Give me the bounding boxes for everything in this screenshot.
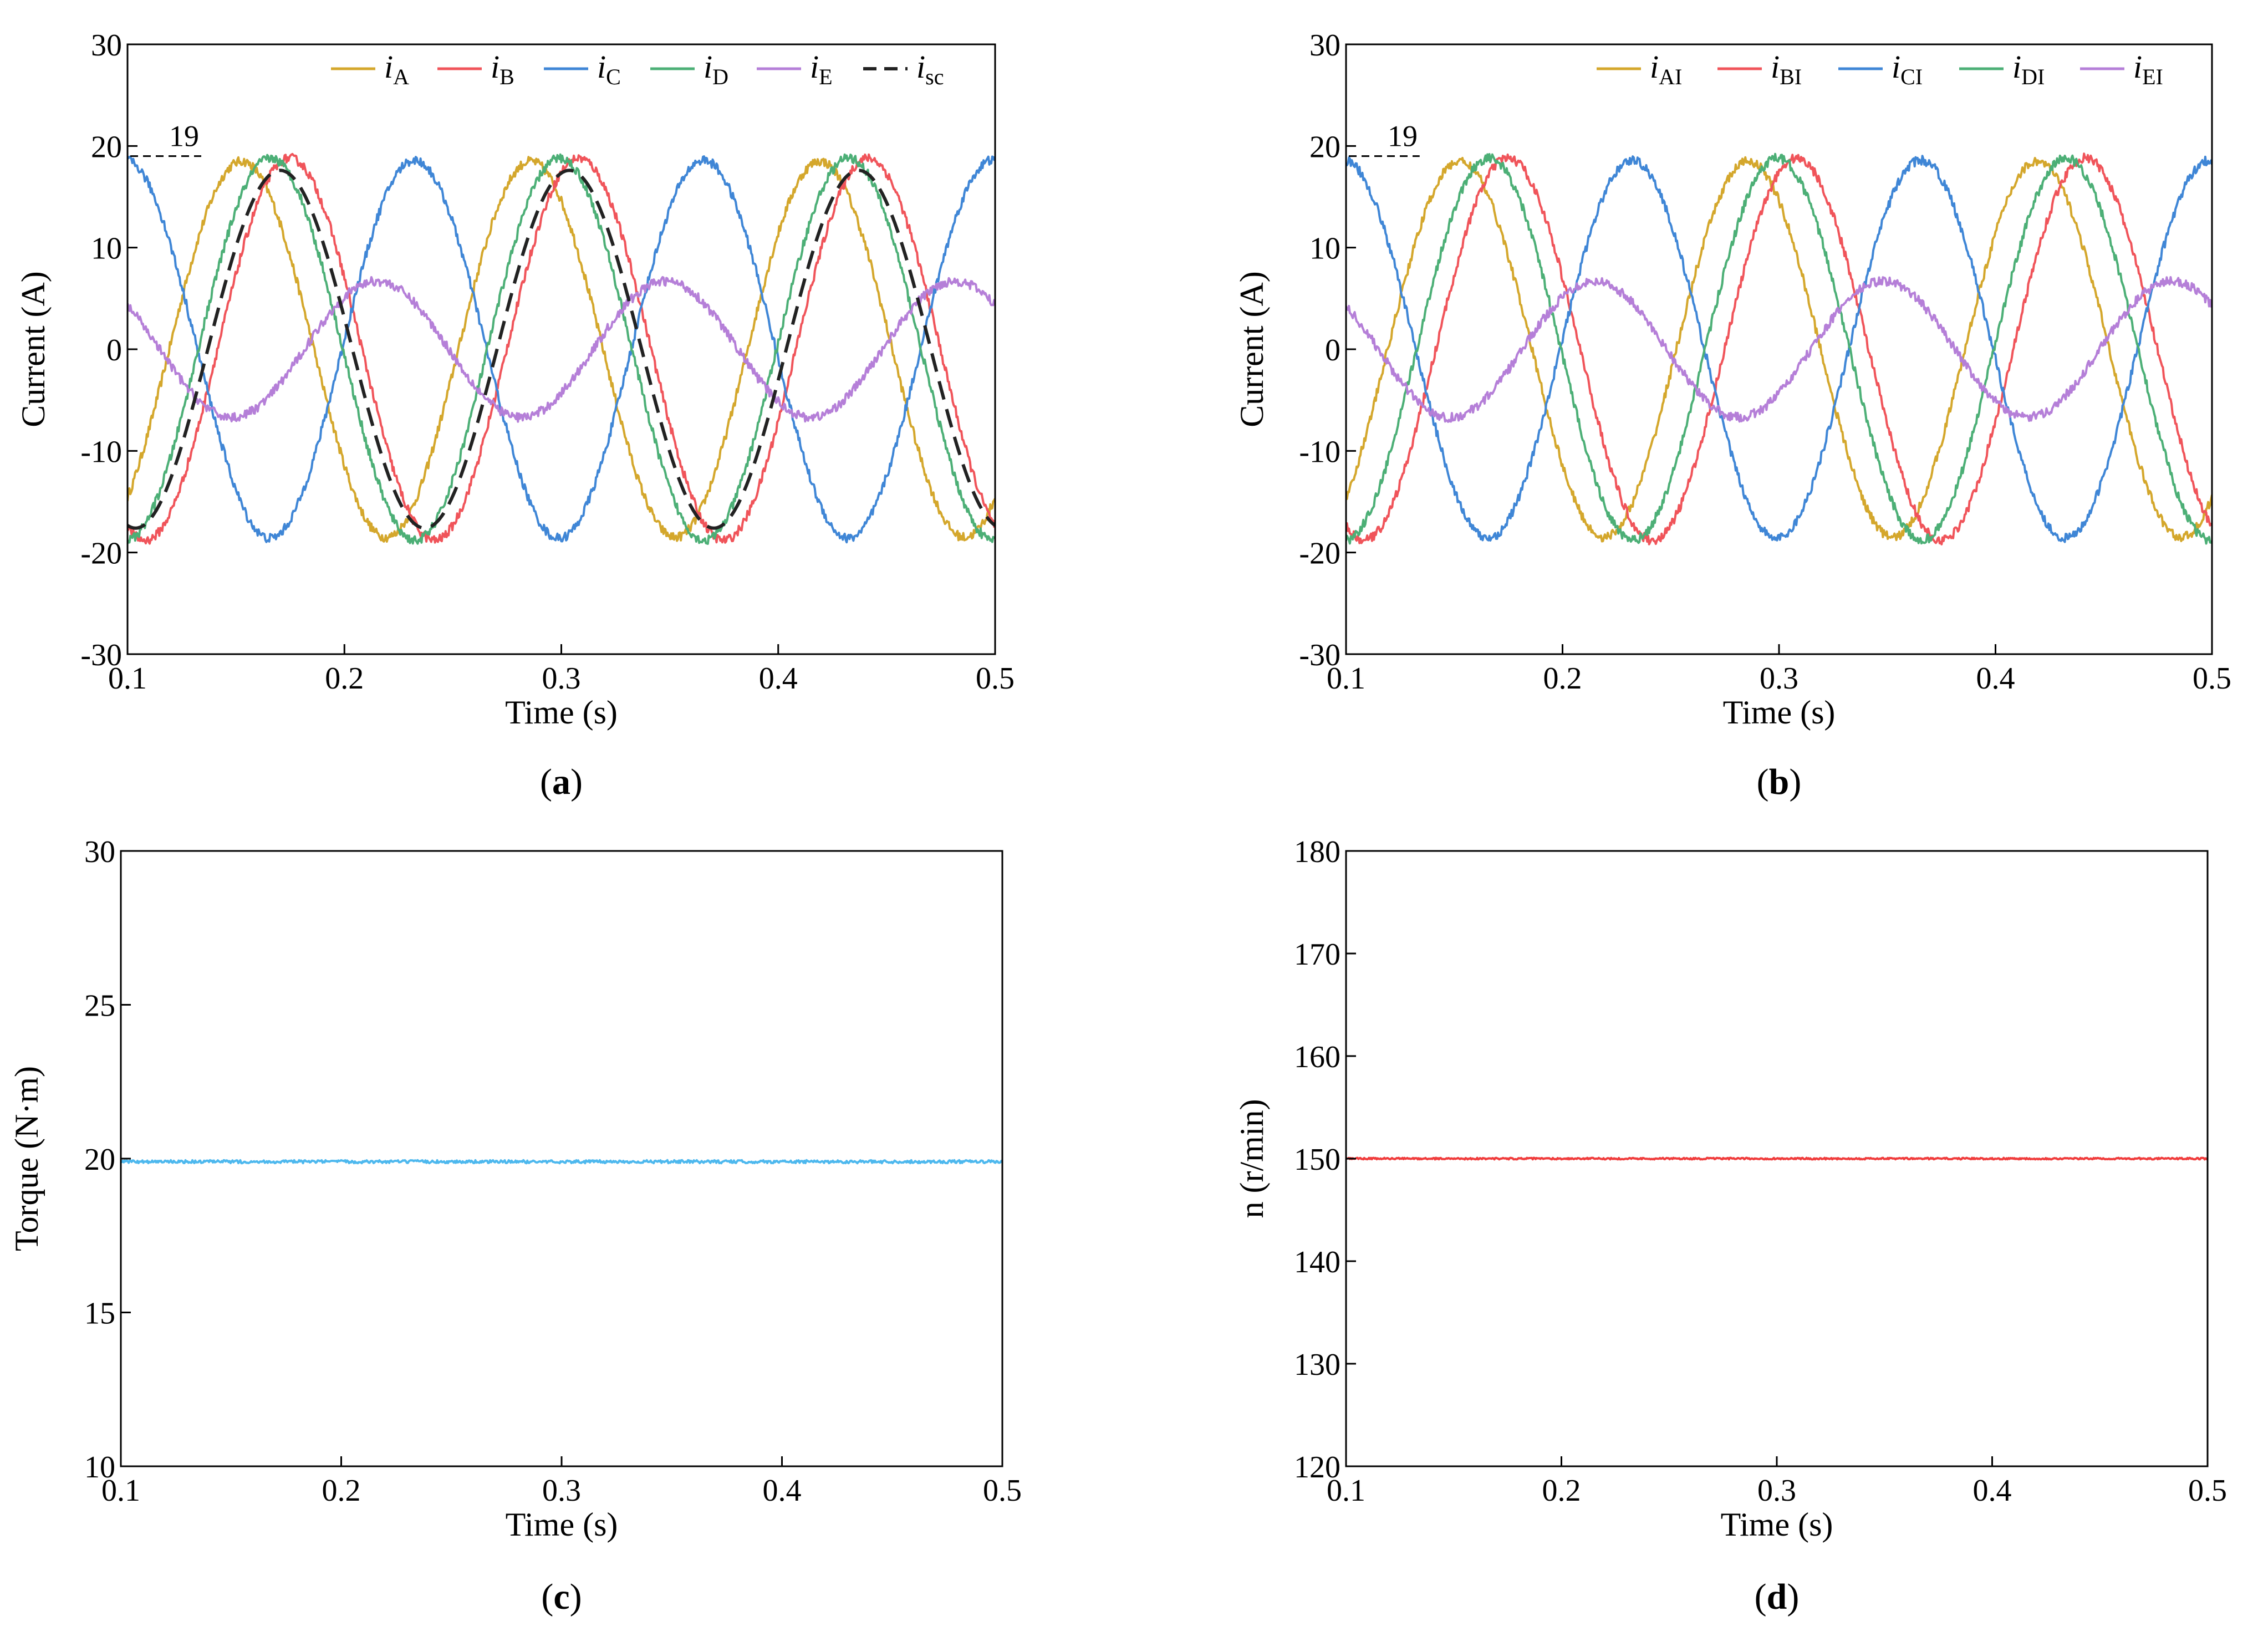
legend-label: iEI bbox=[2133, 49, 2163, 89]
x-tick-label: 0.3 bbox=[542, 1473, 581, 1508]
series-line-CI bbox=[1346, 155, 2212, 543]
y-tick-label: 30 bbox=[1309, 28, 1340, 63]
legend-label: iD bbox=[704, 49, 728, 89]
chart-panel-c: 0.1 0.2 0.3 0.4 0.5 10 15 20 25 30 Time (s) Torque … bbox=[8, 835, 1022, 1617]
y-tick-label: -20 bbox=[80, 537, 122, 571]
x-tick-label: 0.5 bbox=[2188, 1473, 2227, 1508]
panel-label: (c) bbox=[541, 1577, 582, 1617]
y-tick-label: 150 bbox=[1294, 1143, 1340, 1177]
legend-label: iC bbox=[597, 49, 621, 89]
x-tick-label: 0.1 bbox=[1327, 661, 1365, 696]
x-tick-label: 0.1 bbox=[101, 1473, 140, 1508]
x-tick-label: 0.4 bbox=[1976, 661, 2015, 696]
x-tick-label: 0.4 bbox=[759, 661, 798, 696]
y-tick-label: -30 bbox=[80, 638, 122, 672]
x-tick-label: 0.4 bbox=[763, 1473, 802, 1508]
y-axis-label: Current (A) bbox=[15, 271, 52, 427]
series-group bbox=[1346, 152, 2212, 545]
legend-label: iB bbox=[491, 49, 514, 89]
series-line-D bbox=[128, 153, 995, 545]
y-tick-label: 180 bbox=[1294, 835, 1340, 869]
y-tick-label: 0 bbox=[1325, 333, 1340, 368]
y-tick-label: 130 bbox=[1294, 1348, 1340, 1382]
series-line-A bbox=[128, 156, 995, 543]
series-line-C bbox=[128, 155, 995, 544]
y-tick-label: -10 bbox=[1299, 435, 1340, 469]
legend-label: iE bbox=[810, 49, 833, 89]
x-tick-label: 0.2 bbox=[1542, 1473, 1581, 1508]
y-tick-label: 0 bbox=[106, 333, 122, 368]
y-tick-label: 20 bbox=[91, 130, 122, 164]
y-tick-label: -20 bbox=[1299, 537, 1340, 571]
x-tick-label: 0.3 bbox=[1757, 1473, 1796, 1508]
chart-panel-b: 0.1 0.2 0.3 0.4 0.5 -30 -20 -10 0 10 20 30 Time (s) C… bbox=[1234, 28, 2231, 802]
x-tick-label: 0.3 bbox=[1760, 661, 1798, 696]
legend-label: iA bbox=[384, 49, 409, 89]
series-line-AI bbox=[1346, 156, 2212, 543]
y-tick-label: 10 bbox=[1309, 232, 1340, 266]
x-axis-label: Time (s) bbox=[505, 694, 618, 731]
x-axis-label: Time (s) bbox=[1723, 694, 1836, 731]
series-line-DI bbox=[1346, 152, 2212, 545]
legend: iAI iBI iCI iDI iEI bbox=[1597, 49, 2163, 89]
x-tick-label: 0.1 bbox=[108, 661, 147, 696]
series-group bbox=[128, 152, 995, 545]
y-tick-label: 10 bbox=[91, 232, 122, 266]
x-axis-label: Time (s) bbox=[1721, 1506, 1833, 1543]
y-axis-label: n (r/min) bbox=[1234, 1099, 1270, 1218]
peak-annotation: 19 bbox=[1388, 120, 1418, 153]
series-group bbox=[1346, 1156, 2208, 1161]
y-tick-label: 10 bbox=[84, 1450, 115, 1485]
panel-label: (d) bbox=[1755, 1577, 1800, 1617]
x-tick-label: 0.2 bbox=[322, 1473, 361, 1508]
chart-panel-d: 0.1 0.2 0.3 0.4 0.5 120 130 140 150 160 170 180 Time… bbox=[1234, 835, 2227, 1617]
series-line-B bbox=[128, 152, 995, 545]
legend-label: iAI bbox=[1650, 49, 1682, 89]
y-tick-label: 30 bbox=[84, 835, 115, 869]
x-tick-label: 0.2 bbox=[1543, 661, 1582, 696]
series-line-s0 bbox=[1346, 1156, 2208, 1161]
series-line-sc bbox=[128, 169, 995, 530]
y-tick-label: 160 bbox=[1294, 1040, 1340, 1074]
legend-label: iCI bbox=[1892, 49, 1923, 89]
y-axis-label: Current (A) bbox=[1234, 271, 1270, 427]
y-tick-label: 15 bbox=[84, 1297, 115, 1331]
y-tick-label: 25 bbox=[84, 989, 115, 1023]
plot-frame bbox=[126, 43, 996, 655]
plot-frame bbox=[1345, 43, 2213, 655]
x-tick-label: 0.4 bbox=[1973, 1473, 2012, 1508]
y-tick-label: -10 bbox=[80, 435, 122, 469]
panel-label: (a) bbox=[540, 762, 583, 802]
y-tick-label: 30 bbox=[91, 28, 122, 63]
series-line-s0 bbox=[121, 1159, 1002, 1165]
series-line-E bbox=[128, 276, 995, 423]
series-line-BI bbox=[1346, 152, 2212, 545]
y-tick-label: 140 bbox=[1294, 1245, 1340, 1279]
y-tick-label: 120 bbox=[1294, 1450, 1340, 1485]
x-tick-label: 0.5 bbox=[2193, 661, 2231, 696]
x-axis-label: Time (s) bbox=[506, 1506, 618, 1543]
legend-label: iDI bbox=[2012, 49, 2045, 89]
series-group bbox=[121, 1159, 1002, 1165]
series-line-EI bbox=[1346, 276, 2212, 423]
y-tick-label: -30 bbox=[1299, 638, 1340, 672]
y-tick-label: 20 bbox=[1309, 130, 1340, 164]
panel-label: (b) bbox=[1757, 762, 1802, 802]
y-tick-label: 20 bbox=[84, 1143, 115, 1177]
legend-label: iBI bbox=[1771, 49, 1802, 89]
x-tick-label: 0.1 bbox=[1327, 1473, 1365, 1508]
x-tick-label: 0.3 bbox=[542, 661, 581, 696]
x-tick-label: 0.5 bbox=[983, 1473, 1022, 1508]
plot-frame bbox=[120, 850, 1003, 1467]
x-tick-label: 0.5 bbox=[976, 661, 1015, 696]
peak-annotation: 19 bbox=[169, 120, 199, 153]
y-axis-label: Torque (N·m) bbox=[8, 1066, 45, 1251]
y-tick-label: 170 bbox=[1294, 937, 1340, 972]
legend-label: isc bbox=[916, 49, 944, 89]
x-tick-label: 0.2 bbox=[325, 661, 364, 696]
legend: iA iB iC iD iE isc bbox=[331, 49, 944, 89]
chart-panel-a: 0.1 0.2 0.3 0.4 0.5 -30 -20 -10 0 10 20 30 Time (s) C… bbox=[15, 28, 1015, 802]
